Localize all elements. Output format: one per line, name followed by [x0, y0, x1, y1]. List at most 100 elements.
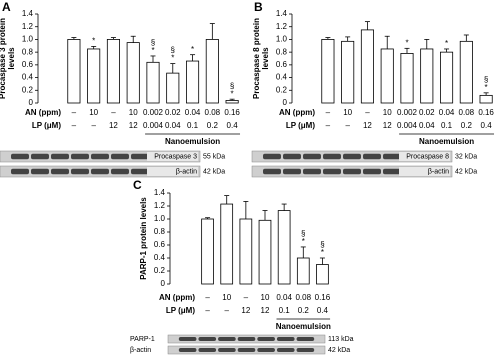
row-cell: 0.002 — [143, 108, 164, 117]
blot-band — [323, 153, 341, 160]
row-cell: 0.04 — [276, 293, 292, 302]
blot-band — [51, 153, 69, 160]
blot-band — [257, 337, 275, 341]
significance-mark: * — [171, 54, 174, 63]
bar — [225, 100, 239, 104]
blot-band — [257, 348, 275, 352]
significance-mark: § — [171, 46, 175, 55]
blot-band — [263, 168, 281, 175]
bar — [67, 39, 81, 104]
row-cell: 0.16 — [224, 108, 240, 117]
bar — [106, 39, 120, 104]
blot-label-bg — [147, 152, 198, 161]
y-tick-label: 0.4 — [154, 253, 166, 262]
bar — [220, 203, 234, 285]
y-tick-label: 0.2 — [276, 85, 288, 94]
blot-band — [296, 337, 315, 341]
blot-band — [218, 337, 236, 341]
row-cell: – — [111, 108, 116, 117]
y-tick-label: 0.6 — [22, 60, 34, 69]
row-cell: 12 — [241, 306, 250, 315]
row-cell: 0.04 — [439, 108, 455, 117]
row-cell: – — [326, 121, 331, 130]
y-tick-label: 0.4 — [22, 73, 34, 82]
blot-size: 32 kDa — [455, 153, 477, 160]
blot-label-bg — [399, 152, 450, 161]
y-tick-label: 0.6 — [276, 60, 288, 69]
row-cell: – — [72, 108, 77, 117]
significance-mark: * — [405, 38, 408, 47]
blot-band — [276, 337, 295, 341]
bar — [296, 257, 310, 285]
row-cell: 0.04 — [419, 121, 435, 130]
row-cell: 0.2 — [461, 121, 473, 130]
blot-band — [198, 337, 217, 341]
blot-label-bg — [147, 167, 198, 176]
row-cell: 12 — [363, 121, 372, 130]
blot-band — [283, 153, 301, 160]
blot-band — [91, 168, 109, 175]
row-cell: 12 — [129, 121, 138, 130]
row-cell: 12 — [383, 121, 392, 130]
blot-band — [303, 153, 321, 160]
blot-band — [11, 153, 29, 160]
row-cell: – — [326, 108, 331, 117]
row-cell: 0.004 — [397, 121, 418, 130]
blot-band — [218, 348, 236, 352]
blot-band — [296, 348, 315, 352]
blot-band — [178, 348, 197, 352]
y-axis-label: levels — [261, 47, 270, 70]
bar — [479, 94, 493, 104]
blot-band — [343, 153, 361, 160]
row-cell: 0.4 — [227, 121, 239, 130]
blot-band — [11, 168, 29, 175]
y-tick-label: 0.6 — [154, 240, 166, 249]
row-cell: 10 — [261, 293, 270, 302]
row-cell: 0.08 — [459, 108, 475, 117]
row-cell: 0.08 — [205, 108, 221, 117]
row-cell: 0.004 — [143, 121, 164, 130]
blot-band — [71, 153, 89, 160]
group-label: Nanoemulsion — [419, 137, 474, 146]
significance-mark: * — [231, 89, 234, 98]
row-cell: – — [205, 306, 210, 315]
row-cell: 12 — [261, 306, 270, 315]
row-cell: 12 — [109, 121, 118, 130]
significance-mark: § — [151, 38, 155, 47]
bar — [316, 264, 329, 285]
y-tick-label: 0.4 — [276, 73, 288, 82]
blot-band — [111, 153, 129, 160]
significance-mark: * — [445, 39, 448, 48]
row-cell: 0.2 — [298, 306, 310, 315]
panel-letter: A — [2, 0, 11, 14]
blot-band — [91, 153, 109, 160]
row-cell: 0.2 — [207, 121, 219, 130]
row-label: LP (μM) — [166, 306, 196, 315]
row-cell: – — [224, 306, 229, 315]
panel-letter: C — [133, 178, 142, 192]
row-cell: 0.4 — [317, 306, 329, 315]
row-cell: 0.1 — [279, 306, 291, 315]
blot-band — [237, 348, 256, 352]
y-tick-label: 1.4 — [276, 9, 288, 18]
blot-size: 42 kDa — [328, 347, 350, 354]
blot-band — [363, 168, 381, 175]
blot-size: 42 kDa — [455, 168, 477, 175]
blot-band — [237, 337, 256, 341]
blot-band — [323, 168, 341, 175]
blot-band — [276, 348, 295, 352]
y-tick-label: 0 — [29, 98, 34, 107]
blot-size: 42 kDa — [203, 168, 225, 175]
row-cell: 0.04 — [185, 108, 201, 117]
significance-mark: * — [321, 248, 324, 257]
y-tick-label: 0 — [161, 279, 166, 288]
row-cell: 0.4 — [481, 121, 493, 130]
blot-size: 55 kDa — [203, 153, 225, 160]
row-label: AN (ppm) — [159, 293, 195, 302]
bar — [400, 53, 414, 104]
y-tick-label: 1.2 — [154, 201, 166, 210]
row-label: AN (ppm) — [25, 108, 61, 117]
blot-band — [178, 337, 197, 341]
row-cell: 0.16 — [315, 293, 331, 302]
y-tick-label: 1.0 — [276, 35, 288, 44]
